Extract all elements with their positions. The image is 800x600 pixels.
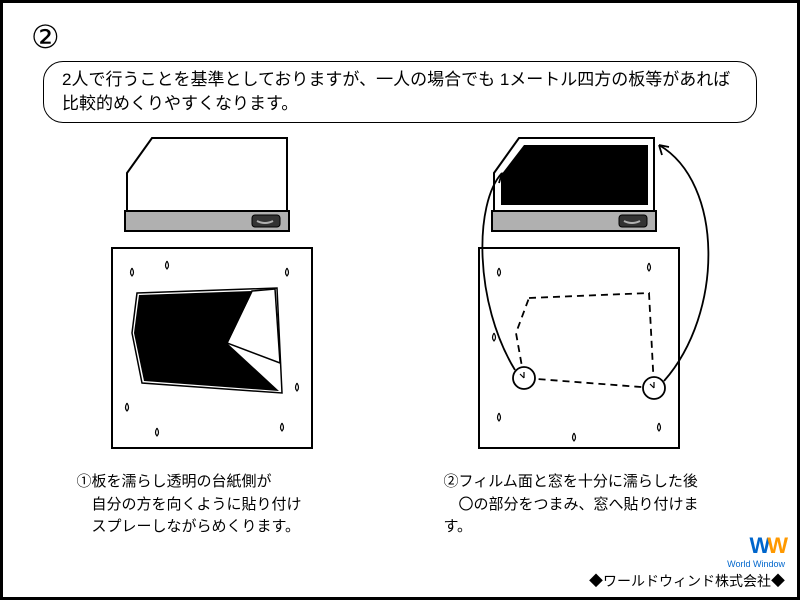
illustration-right <box>424 133 744 463</box>
step-number: ② <box>31 18 60 56</box>
caption-right: ②フィルム面と窓を十分に濡らした後 〇の部分をつまみ、窓へ貼り付けます。 <box>444 471 724 539</box>
panel-left: ①板を濡らし透明の台紙側が 自分の方を向くように貼り付け スプレーしながらめくり… <box>47 133 387 539</box>
panel-right: ②フィルム面と窓を十分に濡らした後 〇の部分をつまみ、窓へ貼り付けます。 <box>414 133 754 539</box>
logo-icon: WW <box>749 533 785 559</box>
instruction-header: 2人で行うことを基準としておりますが、一人の場合でも 1メートル四方の板等があれ… <box>43 61 757 123</box>
company-name: ◆ワールドウィンド株式会社◆ <box>589 571 785 591</box>
illustration-left <box>57 133 377 463</box>
footer: WW World Window ◆ワールドウィンド株式会社◆ <box>589 533 785 591</box>
logo-subtext: World Window <box>589 559 785 569</box>
diagram-panels: ①板を濡らし透明の台紙側が 自分の方を向くように貼り付け スプレーしながらめくり… <box>3 133 797 539</box>
caption-left: ①板を濡らし透明の台紙側が 自分の方を向くように貼り付け スプレーしながらめくり… <box>77 471 357 539</box>
